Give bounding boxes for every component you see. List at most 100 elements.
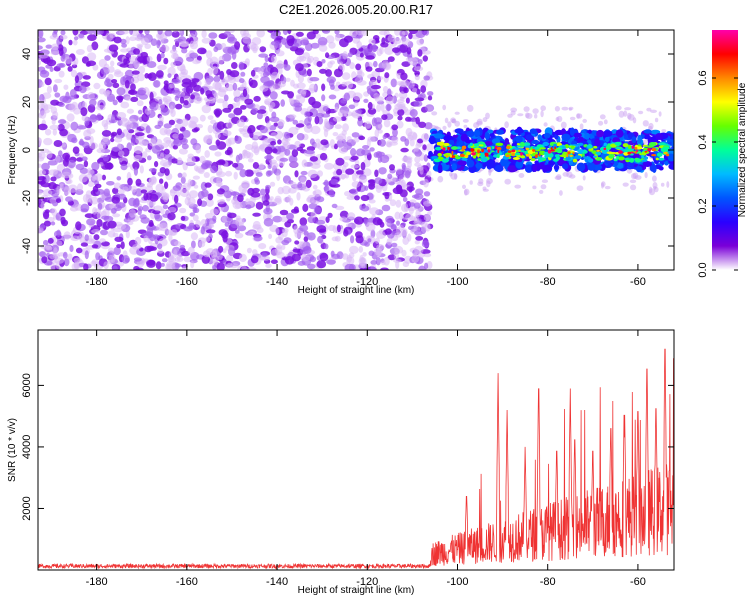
spectrogram-signal-cell [441,158,449,163]
spectrogram-signal-cell [562,146,566,149]
spectrogram-noise-blob [69,89,77,98]
spectrogram-signal-cell [605,145,612,151]
spectrogram-noise-blob [386,103,391,112]
spectrogram-noise-blob [151,145,161,154]
spectrogram-noise-blob [254,179,260,185]
spectrogram-noise-blob [238,153,243,161]
spectrogram-noise-blob [389,199,397,207]
spectrogram-noise-blob [57,119,67,125]
spectrogram-noise-blob [205,50,213,59]
spectrogram-noise-blob [222,130,232,137]
spectrogram-signal-cell [668,163,674,170]
spectrogram-noise-blob [147,155,152,161]
spectrogram-noise-blob [38,66,46,72]
spectrogram-noise-blob [350,148,357,157]
spectrogram-noise-blob [52,111,59,119]
spectrogram-noise-blob [344,263,355,270]
spectrogram-noise-blob [394,232,403,238]
spectrogram-noise-blob [170,158,179,164]
spectrogram-noise-blob [107,230,116,238]
spectrogram-noise-blob [289,161,299,168]
spectrogram-noise-blob [208,97,216,104]
spectrogram-noise-blob [423,191,431,197]
spectrogram-noise-blob [131,70,140,75]
spectrogram-noise-blob [666,181,670,188]
spectrogram-noise-blob [214,132,221,139]
spectrogram-noise-blob [391,124,399,131]
spectrogram-noise-blob [307,55,315,63]
spectrogram-noise-blob [78,173,88,183]
spectrogram-signal-cell [543,132,551,139]
spectrogram-noise-blob [228,113,236,119]
spectrogram-noise-blob [111,196,121,204]
spectrogram-signal-cell [454,128,464,134]
spectrogram-noise-blob [208,145,219,151]
spectrogram-noise-blob [262,71,270,77]
spectrogram-signal-cell [443,153,452,158]
y-tick-label: 20 [21,96,33,108]
spectrogram-signal-cell [578,150,583,155]
spectrogram-noise-blob [327,108,337,114]
spectrogram-signal-cell [477,149,480,154]
spectrogram-signal-cell [596,149,600,152]
spectrogram-noise-blob [158,99,163,105]
spectrogram-noise-blob [163,57,169,65]
spectrogram-noise-blob [269,84,276,93]
spectrogram-noise-blob [175,103,183,110]
spectrogram-noise-blob [532,108,539,114]
spectrogram-noise-blob [222,248,227,254]
spectrogram-noise-blob [284,255,295,265]
spectrogram-noise-blob [392,128,398,137]
spectrogram-noise-blob [105,32,114,42]
spectrogram-noise-blob [476,120,483,126]
spectrogram-noise-blob [101,215,110,220]
spectrogram-noise-blob [328,94,337,100]
spectrogram-signal-cell [554,146,557,150]
spectrogram-noise-blob [411,194,420,199]
spectrogram-noise-blob [462,184,466,189]
spectrogram-noise-blob [259,105,267,111]
spectrogram-noise-blob [383,119,391,128]
spectrogram-noise-blob [263,62,269,68]
spectrogram-noise-blob [99,238,106,243]
spectrogram-noise-blob [350,155,359,161]
spectrogram-noise-blob [414,230,423,236]
spectrogram-noise-blob [72,30,79,36]
spectrogram-signal-cell [568,160,574,166]
spectrogram-noise-blob [576,113,583,119]
spectrogram-noise-blob [321,113,331,118]
spectrogram-signal-cell [631,136,637,144]
spectrogram-noise-blob [336,168,343,176]
spectrogram-noise-blob [74,75,79,84]
spectrogram-noise-blob [200,87,205,95]
spectrogram-noise-blob [286,35,295,44]
spectrogram-noise-blob [176,118,184,125]
spectrogram-noise-blob [403,203,409,212]
spectrogram-noise-blob [56,229,61,237]
spectrogram-noise-blob [303,245,312,254]
spectrogram-noise-blob [50,99,60,106]
spectrogram-xlabel: Height of straight line (km) [298,285,415,296]
spectrogram-noise-blob [342,253,349,260]
spectrogram-noise-blob [313,206,322,214]
spectrogram-signal-cell [525,134,533,141]
spectrogram-noise-blob [143,192,149,201]
x-tick-label: -100 [446,576,468,588]
spectrogram-noise-blob [185,85,194,94]
spectrogram-noise-blob [55,198,62,204]
spectrogram-noise-blob [385,96,395,105]
spectrogram-noise-blob [296,192,301,201]
spectrogram-noise-blob [365,66,373,72]
spectrogram-signal-cell [447,146,450,150]
spectrogram-noise-blob [112,213,121,218]
spectrogram-noise-blob [624,107,632,111]
spectrogram-noise-blob [279,157,289,162]
spectrogram-noise-blob [153,80,161,88]
spectrogram-signal-cell [615,129,624,138]
spectrogram-noise-blob [233,88,241,98]
spectrogram-noise-blob [171,78,181,84]
spectrogram-signal-cell [556,143,563,146]
spectrogram-noise-blob [299,55,304,61]
spectrogram-signal-cell [643,129,652,134]
spectrogram-noise-blob [355,235,364,244]
